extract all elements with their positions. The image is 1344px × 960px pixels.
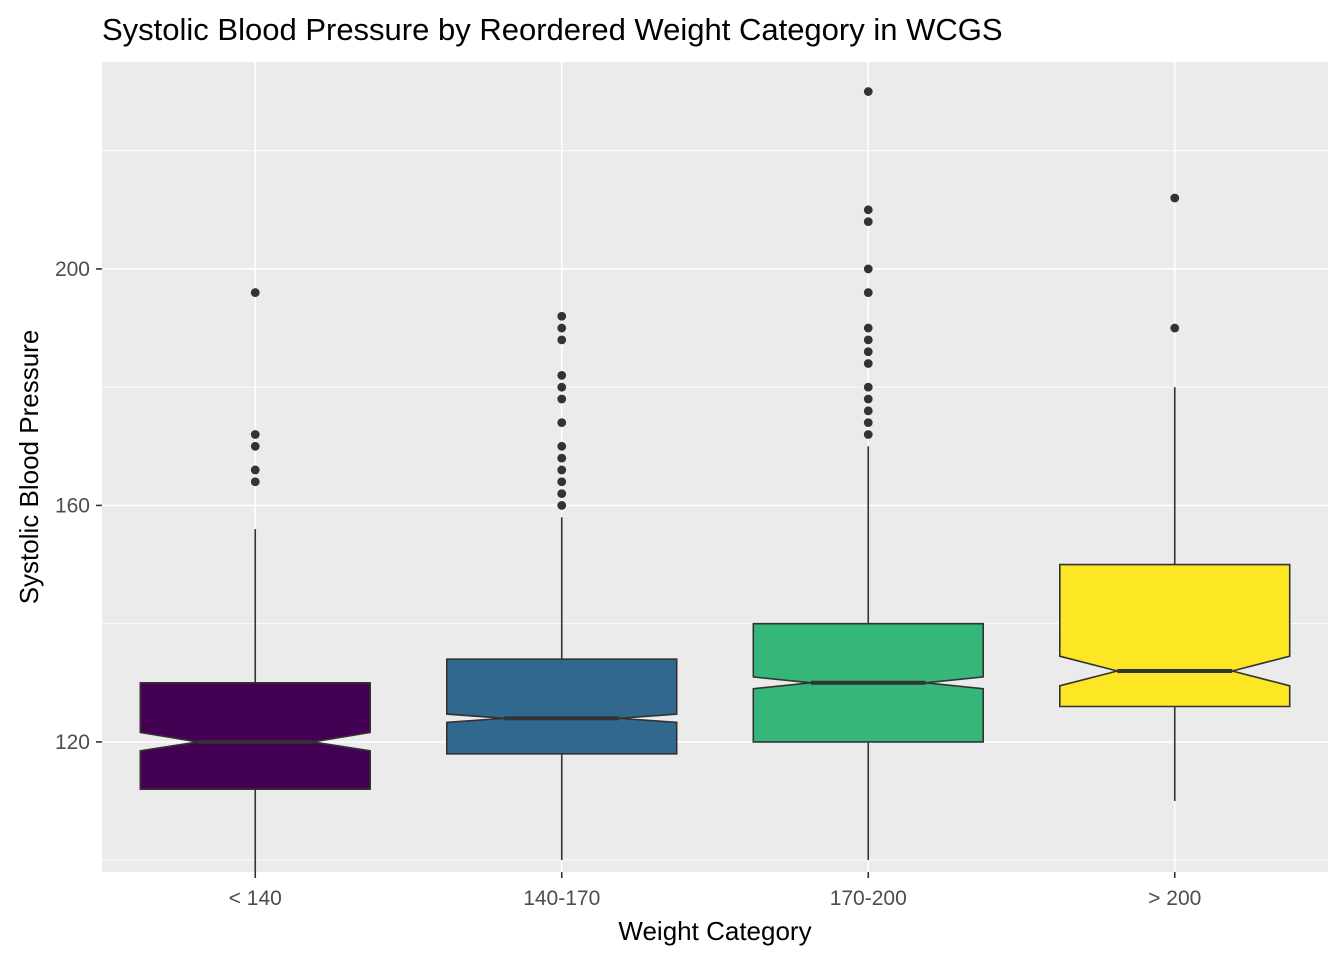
outlier-point	[1170, 323, 1180, 333]
outlier-point	[557, 453, 567, 463]
outlier-point	[863, 382, 873, 392]
y-tick-label: 120	[55, 731, 90, 754]
outlier-point	[863, 394, 873, 404]
box-body	[1059, 563, 1291, 708]
box-group	[139, 288, 372, 872]
y-axis-title: Systolic Blood Pressure	[14, 330, 44, 605]
box-group	[1059, 193, 1291, 802]
x-tick-label: < 140	[229, 887, 282, 910]
outlier-point	[250, 465, 260, 475]
box-group	[445, 311, 678, 861]
outlier-point	[863, 217, 873, 227]
box-group	[752, 87, 985, 861]
outlier-point	[250, 430, 260, 439]
outlier-point	[557, 477, 567, 487]
outlier-point	[1170, 193, 1180, 203]
x-tick-label: 140-170	[523, 887, 600, 910]
outlier-point	[863, 406, 873, 416]
outlier-point	[250, 441, 260, 451]
y-tick-label: 200	[55, 258, 90, 281]
outlier-point	[557, 418, 567, 428]
outlier-point	[863, 205, 873, 215]
x-tick-label: 170-200	[830, 887, 907, 910]
outlier-point	[557, 335, 567, 345]
outlier-point	[557, 394, 567, 404]
outlier-point	[557, 501, 567, 510]
outlier-point	[557, 465, 567, 475]
y-tick-label: 160	[55, 494, 90, 517]
outlier-point	[863, 418, 873, 428]
boxes-layer	[139, 87, 1291, 872]
x-axis-title: Weight Category	[618, 916, 811, 946]
outlier-point	[863, 264, 873, 274]
outlier-point	[557, 489, 567, 499]
box-body	[445, 658, 678, 755]
outlier-point	[863, 359, 873, 368]
outlier-point	[250, 477, 260, 487]
outlier-point	[557, 311, 567, 321]
outlier-point	[557, 382, 567, 392]
outlier-point	[557, 370, 567, 380]
outlier-point	[863, 347, 873, 357]
outlier-point	[863, 87, 873, 96]
box-body	[139, 681, 372, 791]
x-tick-label: > 200	[1148, 887, 1201, 910]
outlier-point	[557, 441, 567, 451]
outlier-point	[863, 288, 873, 297]
outlier-point	[250, 288, 260, 297]
outlier-point	[863, 335, 873, 345]
outlier-point	[863, 323, 873, 333]
outlier-point	[557, 323, 567, 333]
chart-title: Systolic Blood Pressure by Reordered Wei…	[102, 12, 1003, 47]
axes-layer: 120 160 200 < 140 140-170 170-200 > 200	[55, 258, 1201, 910]
outlier-point	[863, 430, 873, 439]
